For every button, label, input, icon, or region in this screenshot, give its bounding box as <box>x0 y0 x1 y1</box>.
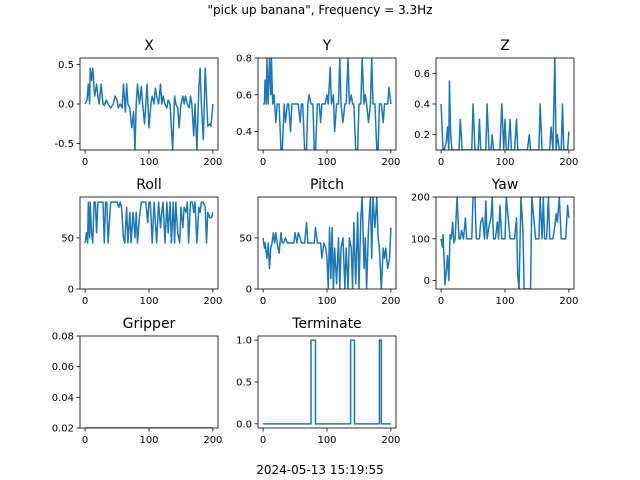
x-tick-label-yaw-1: 100 <box>495 296 514 307</box>
x-tick-label-pitch-2: 200 <box>381 296 400 307</box>
subplot-title-yaw: Yaw <box>491 177 519 193</box>
x-tick-label-y-1: 100 <box>317 157 336 168</box>
x-tick-label-yaw-0: 0 <box>438 296 444 307</box>
y-tick-label-y-0: 0.4 <box>236 127 252 138</box>
subplot-yaw: Yaw 0 100 200 0 100 200 <box>411 177 579 307</box>
y-tick-label-gripper-0: 0.02 <box>52 424 74 435</box>
x-tick-label-gripper-2: 200 <box>203 435 222 446</box>
series-line-pitch <box>262 197 392 289</box>
x-tick-label-x-2: 200 <box>203 157 222 168</box>
chart-suptitle: "pick up banana", Frequency = 3.3Hz <box>208 3 433 17</box>
y-tick-label-x-2: 0.5 <box>58 60 74 71</box>
subplot-y: Y 0 100 200 0.4 0.6 0.8 <box>236 38 400 168</box>
subplot-title-terminate: Terminate <box>291 316 361 332</box>
y-tick-label-gripper-3: 0.08 <box>52 332 74 343</box>
y-tick-label-y-1: 0.6 <box>236 90 252 101</box>
x-tick-label-z-1: 100 <box>495 157 514 168</box>
y-tick-label-gripper-1: 0.04 <box>52 393 74 404</box>
subplot-title-pitch: Pitch <box>310 177 344 193</box>
subplot-title-roll: Roll <box>136 177 161 193</box>
subplot-title-gripper: Gripper <box>123 316 176 332</box>
x-tick-label-terminate-2: 200 <box>381 435 400 446</box>
timestamp-footer: 2024-05-13 15:19:55 <box>256 463 383 477</box>
y-tick-label-terminate-0: 0.0 <box>236 419 252 430</box>
subplot-z: Z 0 100 200 0.2 0.4 0.6 <box>414 38 578 168</box>
y-tick-label-x-0: -0.5 <box>54 139 74 150</box>
subplot-gripper: Gripper 0 100 200 0.02 0.04 0.06 0.08 <box>52 316 223 446</box>
series-line-x <box>84 67 214 150</box>
y-tick-label-yaw-2: 200 <box>411 193 430 204</box>
x-tick-label-roll-2: 200 <box>203 296 222 307</box>
axes-frame-terminate <box>257 335 397 429</box>
y-tick-label-yaw-0: 0 <box>424 276 430 287</box>
y-tick-label-x-1: 0.0 <box>58 100 74 111</box>
x-tick-label-yaw-2: 200 <box>559 296 578 307</box>
subplot-title-z: Z <box>500 38 510 54</box>
series-line-z <box>440 58 570 150</box>
y-tick-label-roll-0: 0 <box>68 285 74 296</box>
series-line-y <box>263 58 392 150</box>
x-tick-label-roll-0: 0 <box>82 296 88 307</box>
series-line-roll <box>84 201 214 244</box>
y-tick-label-terminate-2: 1.0 <box>236 336 252 347</box>
x-tick-label-z-0: 0 <box>438 157 444 168</box>
x-tick-label-z-2: 200 <box>559 157 578 168</box>
subplot-roll: Roll 0 100 200 0 50 <box>61 177 222 307</box>
x-tick-label-terminate-0: 0 <box>260 435 266 446</box>
subplot-terminate: Terminate 0 100 200 0.0 0.5 1.0 <box>236 316 400 446</box>
x-tick-label-gripper-1: 100 <box>139 435 158 446</box>
x-tick-label-pitch-0: 0 <box>260 296 266 307</box>
y-tick-label-roll-1: 50 <box>61 233 74 244</box>
subplot-title-x: X <box>144 38 154 54</box>
x-tick-label-y-0: 0 <box>260 157 266 168</box>
y-tick-label-z-0: 0.2 <box>414 130 430 141</box>
y-tick-label-terminate-1: 0.5 <box>236 378 252 389</box>
y-tick-label-z-1: 0.4 <box>414 100 430 111</box>
subplot-title-y: Y <box>322 38 332 54</box>
y-tick-label-y-2: 0.8 <box>236 54 252 65</box>
axes-frame-gripper <box>79 335 219 429</box>
x-tick-label-x-0: 0 <box>82 157 88 168</box>
subplot-x: X 0 100 200 -0.5 0.0 0.5 <box>54 38 222 168</box>
series-line-yaw <box>440 197 570 289</box>
y-tick-label-pitch-1: 50 <box>239 233 252 244</box>
x-tick-label-x-1: 100 <box>139 157 158 168</box>
x-tick-label-pitch-1: 100 <box>317 296 336 307</box>
x-tick-label-y-2: 200 <box>381 157 400 168</box>
y-tick-label-z-2: 0.6 <box>414 69 430 80</box>
x-tick-label-terminate-1: 100 <box>317 435 336 446</box>
y-tick-label-pitch-0: 0 <box>246 285 252 296</box>
x-tick-label-roll-1: 100 <box>139 296 158 307</box>
subplot-pitch: Pitch 0 100 200 0 50 <box>239 177 400 307</box>
y-tick-label-yaw-1: 100 <box>411 234 430 245</box>
x-tick-label-gripper-0: 0 <box>82 435 88 446</box>
y-tick-label-gripper-2: 0.06 <box>52 362 74 373</box>
series-line-terminate <box>263 339 391 425</box>
